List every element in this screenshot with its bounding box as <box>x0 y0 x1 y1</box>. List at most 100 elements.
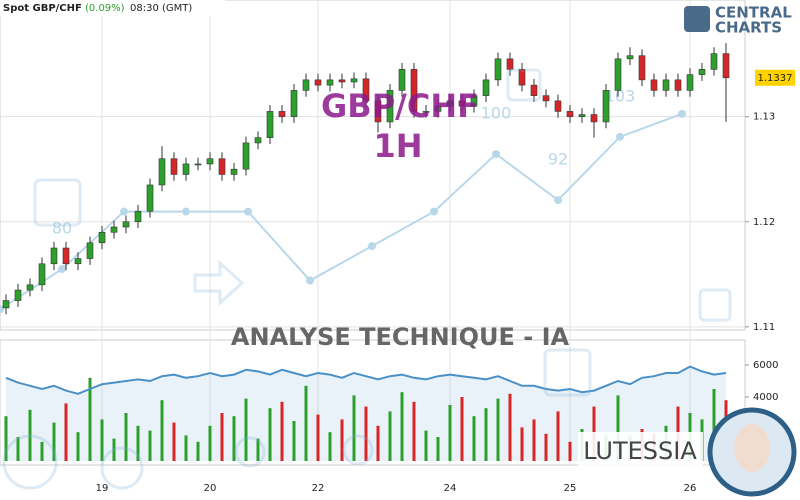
candle-body <box>266 111 274 138</box>
volume-bar <box>520 427 524 461</box>
logo-line1: CENTRAL <box>715 4 792 22</box>
candle-body <box>578 114 586 117</box>
score-point <box>306 276 314 285</box>
volume-bar <box>400 392 404 461</box>
volume-bar <box>388 411 392 461</box>
volume-bar <box>16 437 20 461</box>
candle-body <box>434 105 442 112</box>
symbol-watermark: GBP/CHF <box>321 87 479 125</box>
score-point <box>430 207 438 216</box>
volume-bar <box>556 411 560 461</box>
candle-body <box>14 289 22 301</box>
candle-body <box>350 78 358 83</box>
score-label: 103 <box>605 86 636 105</box>
price-panel <box>0 0 746 331</box>
candle-body <box>278 111 286 117</box>
x-tick-label: 20 <box>204 483 217 494</box>
candle-body <box>230 168 238 175</box>
candle-body <box>386 90 394 123</box>
volume-bar <box>412 401 416 461</box>
volume-bar <box>256 438 260 461</box>
candle-body <box>2 300 10 309</box>
volume-bar <box>244 398 248 461</box>
candle-body <box>542 95 550 102</box>
candle-body <box>326 79 334 86</box>
candle-body <box>422 111 430 113</box>
volume-bar <box>484 408 488 461</box>
candle-body <box>614 58 622 91</box>
volume-bar <box>268 408 272 461</box>
volume-bar <box>184 435 188 461</box>
candle-body <box>254 137 262 144</box>
logo-line2: CHARTS <box>715 19 782 37</box>
score-label: 80 <box>52 219 72 238</box>
x-tick-label: 22 <box>312 483 325 494</box>
volume-bar <box>340 419 344 461</box>
volume-line <box>5 365 727 395</box>
score-point <box>182 207 190 216</box>
timeframe-watermark: 1H <box>373 127 422 165</box>
score-point <box>120 207 128 216</box>
banner: ANALYSE TECHNIQUE - IA <box>231 323 570 351</box>
candle-body <box>554 100 562 112</box>
volume-bar <box>172 422 176 461</box>
candle-body <box>182 163 190 175</box>
candle-body <box>206 158 214 165</box>
candle-body <box>410 69 418 112</box>
volume-bar <box>148 430 152 461</box>
candle-body <box>314 79 322 86</box>
volume-bar <box>472 416 476 461</box>
candle-body <box>50 247 58 265</box>
score-label: 100 <box>481 104 512 123</box>
candle-body <box>506 58 514 70</box>
y-tick-label: 1.12 <box>753 217 775 228</box>
score-point <box>58 265 66 274</box>
candle-body <box>494 58 502 81</box>
y-tick-label: 6000 <box>753 360 778 371</box>
volume-bar <box>280 401 284 461</box>
score-point <box>616 132 624 141</box>
volume-panel <box>0 339 746 466</box>
y-tick-label: 1.11 <box>753 322 775 333</box>
avatar-face <box>734 424 770 472</box>
candle-body <box>38 263 46 286</box>
candle-body <box>662 79 670 91</box>
header-time: 08:30 (GMT) <box>130 3 192 14</box>
candle-body <box>134 210 142 223</box>
volume-bar <box>160 400 164 461</box>
volume-bar <box>304 385 308 461</box>
candle-body <box>338 79 346 83</box>
volume-bar <box>316 414 320 461</box>
x-tick-label: 19 <box>96 483 109 494</box>
volume-bar <box>292 421 296 461</box>
candle-body <box>530 84 538 96</box>
last-price-box <box>755 69 795 86</box>
candle-body <box>302 79 310 91</box>
volume-bar <box>424 430 428 461</box>
candle-body <box>470 95 478 107</box>
candle-body <box>290 90 298 117</box>
candle-body <box>566 111 574 117</box>
candle-body <box>518 69 526 86</box>
volume-bar <box>112 438 116 461</box>
volume-bar <box>616 395 620 461</box>
volume-bar <box>220 413 224 461</box>
candle-body <box>374 100 382 123</box>
candle-body <box>62 247 70 265</box>
volume-bar <box>508 393 512 461</box>
candle-body <box>398 69 406 91</box>
brand: LUTESSIA <box>583 437 697 465</box>
y-tick-label: 1.13 <box>753 112 775 123</box>
volume-bar <box>40 441 44 461</box>
candle-body <box>638 55 646 81</box>
candle-body <box>686 74 694 91</box>
volume-bar <box>136 425 140 461</box>
candle-body <box>722 53 730 79</box>
volume-bar <box>544 433 548 461</box>
header-bg <box>0 0 225 16</box>
volume-bar <box>124 413 128 461</box>
volume-bar <box>496 398 500 461</box>
volume-bar <box>352 395 356 461</box>
volume-bar <box>52 422 56 461</box>
